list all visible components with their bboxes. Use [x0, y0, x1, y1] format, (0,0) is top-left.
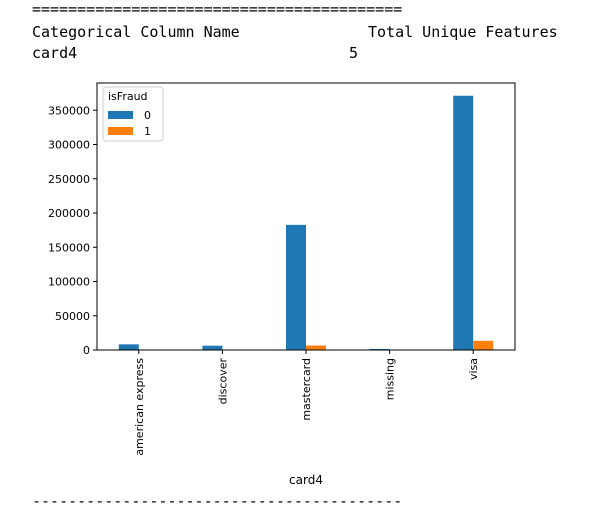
y-tick-label: 100000	[48, 276, 90, 289]
bar-mastercard-isfraud-0	[286, 225, 306, 350]
x-axis: american express discover mastercard missin…	[133, 350, 480, 456]
legend-title: isFraud	[108, 90, 148, 103]
bar-visa-isfraud-1	[473, 341, 493, 350]
y-tick-label: 150000	[48, 241, 90, 254]
y-axis: 0 50000 100000 150000 200000 250000 300000 3500…	[48, 104, 97, 357]
legend-swatch-1	[108, 127, 133, 135]
bar-mastercard-isfraud-1	[306, 346, 326, 350]
x-tick-label: missing	[384, 358, 397, 400]
x-tick-label: american express	[133, 358, 146, 456]
x-axis-label: card4	[289, 473, 323, 487]
y-tick-label: 50000	[55, 310, 90, 323]
bar-american-express-isfraud-0	[119, 344, 139, 350]
y-tick-label: 350000	[48, 104, 90, 117]
y-tick-label: 0	[83, 344, 90, 357]
legend-label-1: 1	[144, 125, 151, 138]
legend-label-0: 0	[144, 109, 151, 122]
x-tick-label: discover	[216, 358, 229, 405]
bar-discover-isfraud-0	[202, 346, 222, 350]
y-tick-label: 200000	[48, 207, 90, 220]
y-tick-label: 250000	[48, 173, 90, 186]
legend-swatch-0	[108, 111, 133, 119]
x-tick-label: mastercard	[300, 358, 313, 421]
x-tick-label: visa	[467, 358, 480, 380]
y-tick-label: 300000	[48, 139, 90, 152]
bar-visa-isfraud-0	[453, 96, 473, 350]
bars-group	[119, 96, 493, 350]
legend: isFraud 0 1	[103, 87, 163, 141]
